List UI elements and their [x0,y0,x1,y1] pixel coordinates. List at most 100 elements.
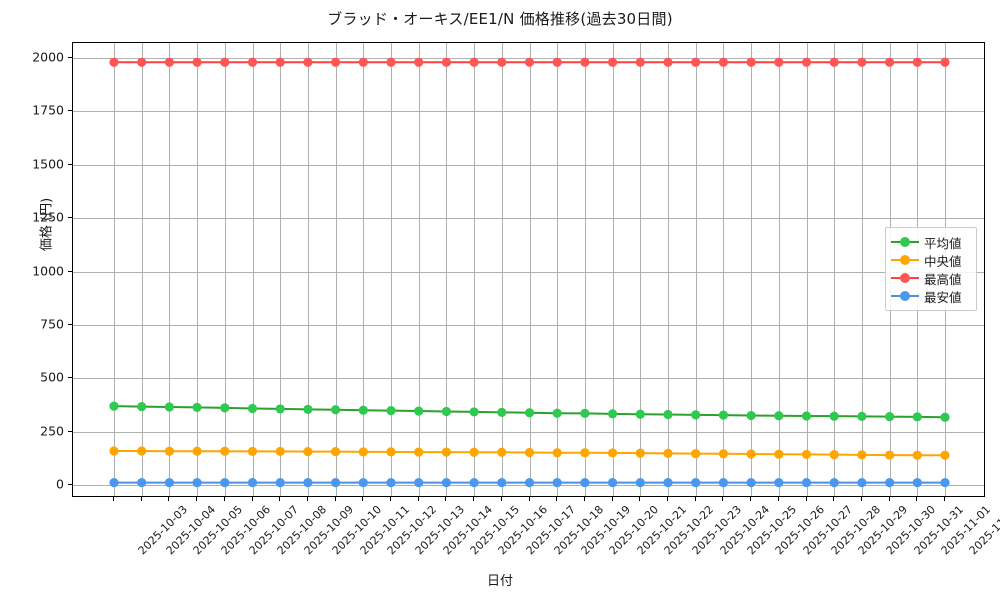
data-point-marker [912,450,922,460]
data-point-marker [608,57,618,67]
legend-marker-icon [890,289,920,303]
y-gridline [73,164,984,166]
data-point-marker [275,478,285,488]
data-point-marker [885,478,895,488]
data-point-marker [940,450,950,460]
x-tick-mark [445,497,447,501]
data-point-marker [358,447,368,457]
data-point-marker [137,401,147,412]
data-point-marker [691,410,701,420]
x-gridline [363,43,365,496]
data-point-marker [940,478,950,488]
x-tick-mark [196,497,198,501]
chart-title: ブラッド・オーキス/EE1/N 価格推移(過去30日間) [327,10,673,28]
data-point-marker [746,410,756,421]
x-tick-mark [473,497,475,501]
x-gridline [141,43,143,496]
data-point-marker [358,405,368,415]
y-tick-mark [68,270,72,272]
data-point-marker [524,408,535,418]
data-point-marker [386,57,396,67]
data-point-marker [552,408,562,418]
x-gridline [612,43,614,496]
plot-area [72,42,985,497]
x-tick-mark [390,497,391,501]
data-point-marker [635,57,645,67]
data-point-marker [774,478,784,488]
x-gridline [474,43,476,496]
data-point-marker [247,446,258,457]
data-point-marker [386,447,396,457]
x-tick-mark [362,497,364,501]
data-point-marker [358,478,368,488]
y-gridline [73,271,984,273]
data-point-marker [774,449,784,459]
x-gridline [640,43,642,496]
legend-item[interactable]: 最高値 [890,269,970,287]
data-point-marker [441,406,451,417]
data-point-marker [635,478,645,488]
legend-item[interactable]: 最安値 [890,287,970,305]
x-gridline [446,43,448,496]
data-point-marker [718,57,729,67]
data-point-marker [608,409,618,419]
data-point-marker [192,402,202,413]
data-point-marker [220,478,230,488]
x-tick-mark [140,497,142,501]
x-gridline [806,43,808,496]
data-point-marker [801,411,812,421]
x-tick-mark [639,497,641,501]
legend-label: 最安値 [924,289,962,305]
x-gridline [169,43,171,496]
data-point-marker [829,450,839,460]
x-tick-mark [223,497,225,501]
x-tick-mark [667,497,668,501]
y-gridline [73,431,984,433]
data-point-marker [829,478,839,488]
x-gridline [501,43,503,496]
x-tick-mark [556,497,558,501]
data-point-marker [580,478,590,488]
y-tick-label: 750 [40,316,64,332]
x-gridline [529,43,531,496]
data-point-marker [746,478,756,488]
data-point-marker [497,478,507,488]
x-axis-label: 日付 [486,574,513,589]
data-point-marker [414,478,424,488]
data-point-marker [303,57,313,67]
data-point-marker [524,57,535,67]
data-point-marker [774,57,784,67]
y-tick-mark [68,323,72,325]
legend-label: 平均値 [924,235,962,251]
data-point-marker [331,478,341,488]
data-point-marker [552,57,562,67]
data-point-marker [220,57,230,67]
data-point-marker [358,57,368,67]
data-point-marker [497,407,507,417]
legend-item[interactable]: 中央値 [890,251,970,269]
series-layer [109,57,950,488]
y-tick-mark [68,484,72,486]
legend-item[interactable]: 平均値 [890,233,970,251]
y-tick-mark [68,377,72,379]
data-point-marker [137,446,147,456]
data-point-marker [885,450,895,460]
data-point-marker [580,448,590,458]
x-tick-mark [611,497,613,501]
data-point-marker [220,446,230,456]
y-gridline [73,218,984,220]
data-point-marker [109,446,119,456]
y-tick-label: 1750 [32,102,64,118]
chart-legend: 平均値 中央値 最高値最安値 [885,227,977,311]
data-point-marker [524,478,535,488]
y-tick-label: 2000 [32,49,64,65]
data-point-marker [469,57,479,67]
x-tick-mark [833,497,835,501]
y-tick-mark [68,217,72,219]
data-point-marker [497,57,507,67]
data-point-marker [441,447,451,457]
y-tick-label: 1500 [32,156,64,172]
x-gridline [197,43,199,496]
data-point-marker [940,412,950,422]
data-point-marker [164,57,174,67]
